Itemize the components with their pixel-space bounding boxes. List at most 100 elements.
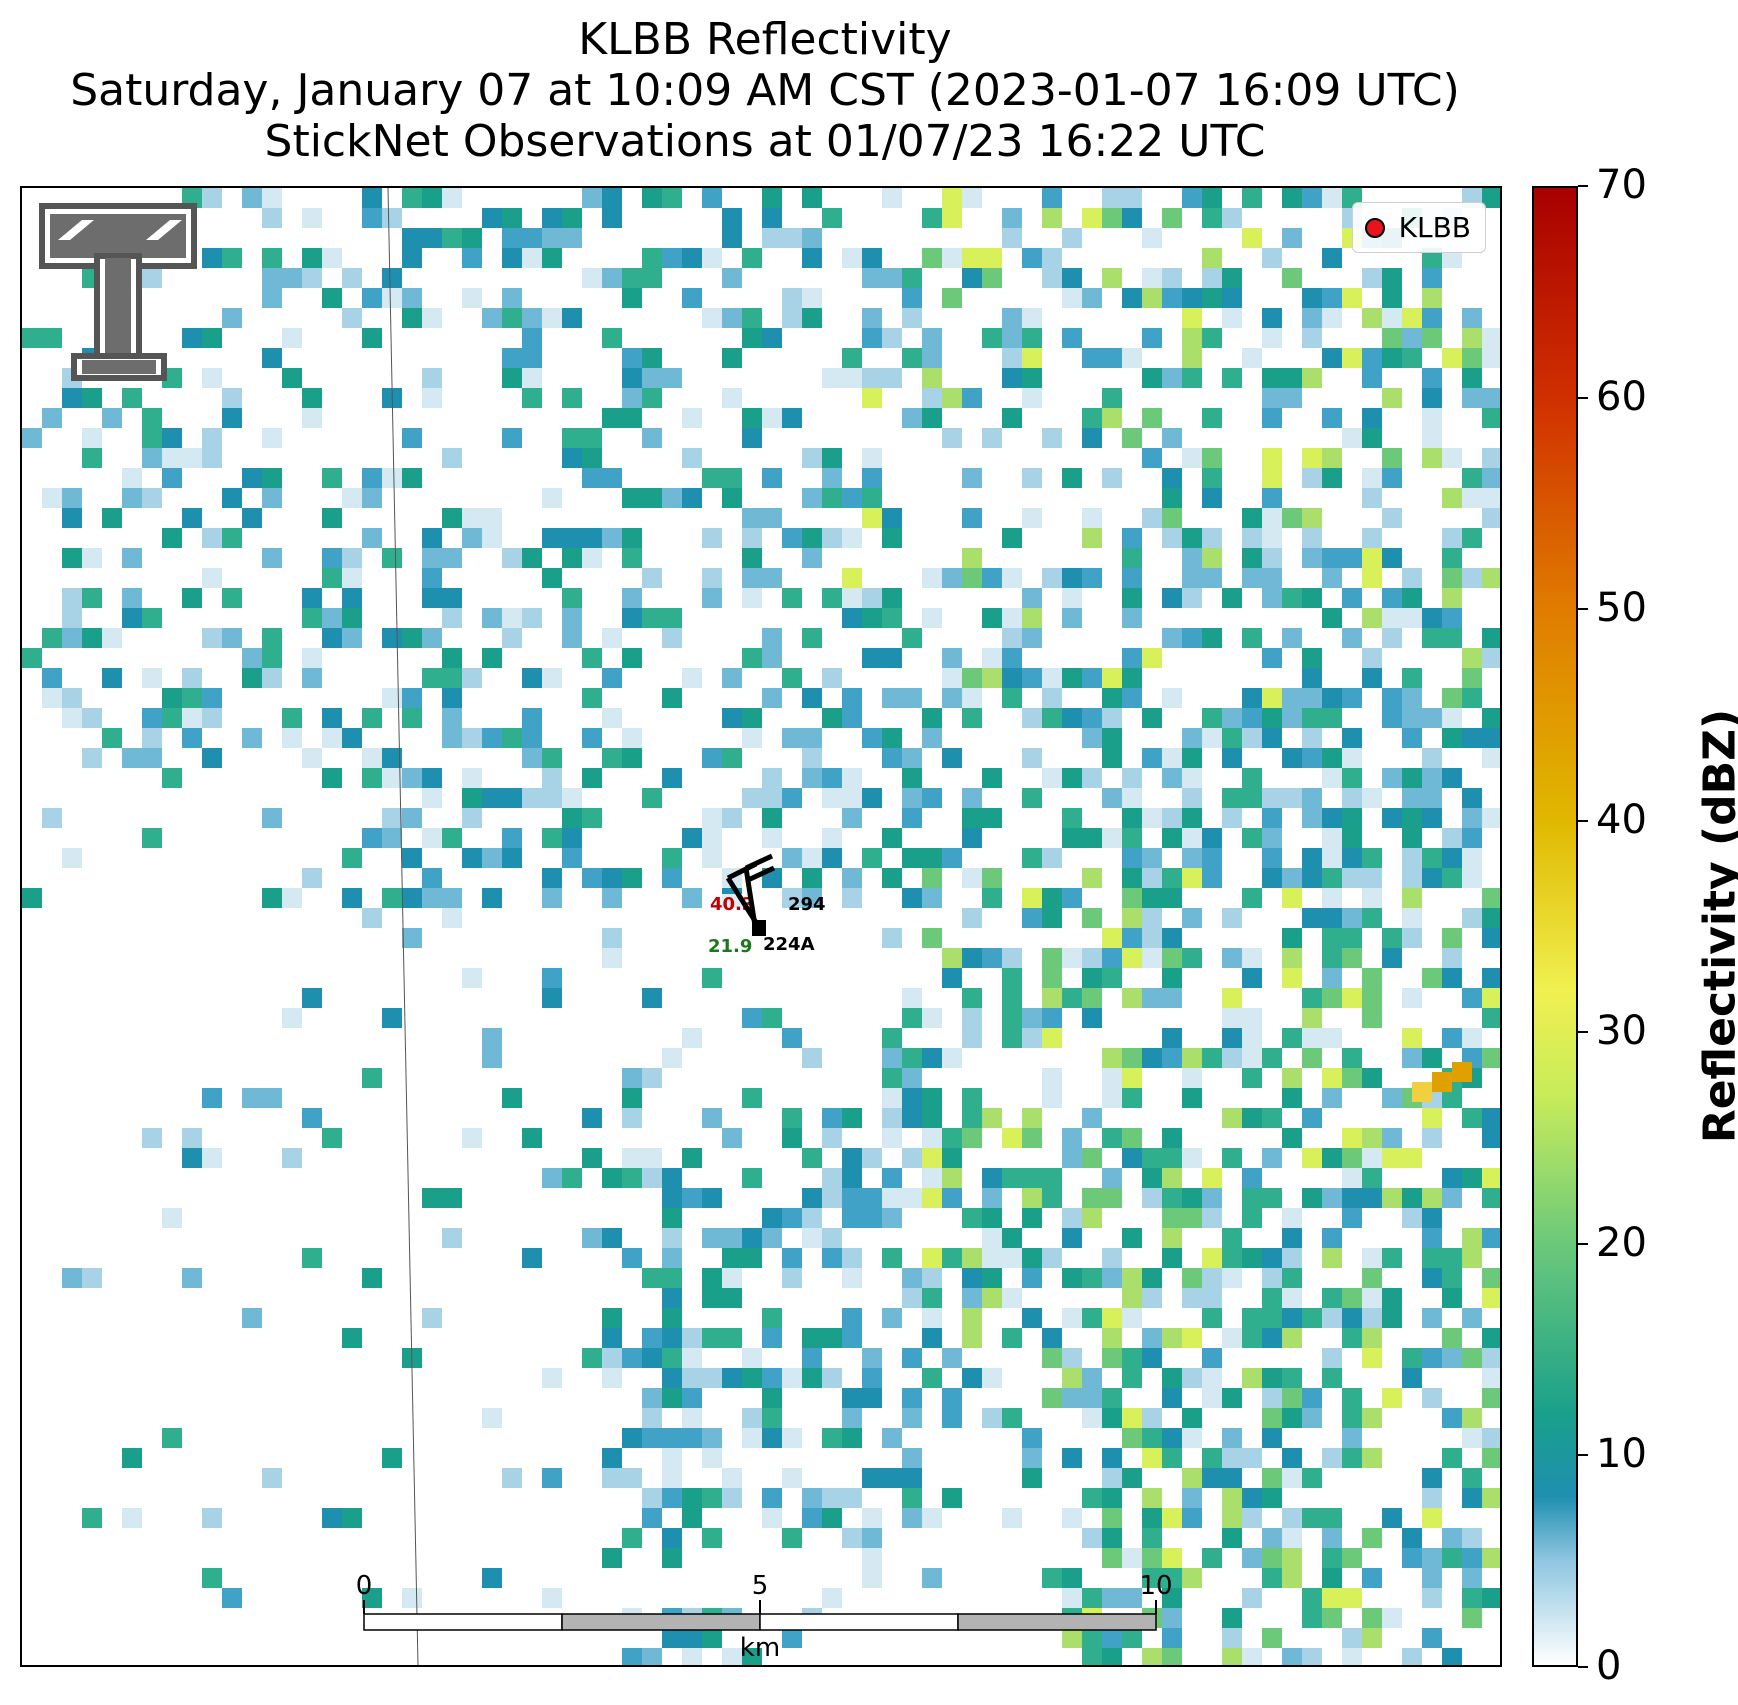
echo-cell <box>1102 1328 1122 1348</box>
radar-map-panel[interactable]: 40.3 294 21.9 224A 0 5 10 km <box>20 186 1502 1667</box>
echo-cell <box>142 708 162 728</box>
echo-cell <box>1082 1528 1102 1548</box>
echo-cell <box>1282 508 1302 528</box>
radar-map[interactable]: 40.3 294 21.9 224A 0 5 10 km <box>22 188 1500 1665</box>
echo-cell <box>802 848 822 868</box>
echo-cell <box>1162 868 1182 888</box>
echo-cell <box>542 828 562 848</box>
echo-cell <box>1162 808 1182 828</box>
echo-cell <box>1402 1048 1422 1068</box>
echo-cell <box>1322 928 1342 948</box>
echo-cell <box>302 608 322 628</box>
echo-cell <box>1402 308 1422 328</box>
echo-cell <box>822 208 842 228</box>
echo-cell <box>1222 728 1242 748</box>
echo-cell <box>1162 1548 1182 1568</box>
echo-cell <box>382 748 402 768</box>
echo-cell <box>802 688 822 708</box>
echo-cell <box>342 268 362 288</box>
echo-cell <box>922 1368 942 1388</box>
echo-cell <box>1482 968 1500 988</box>
echo-cell <box>1242 1248 1262 1268</box>
echo-cell <box>1382 308 1402 328</box>
echo-cell <box>1422 1588 1442 1608</box>
echo-cell <box>1162 748 1182 768</box>
echo-cell <box>822 668 842 688</box>
echo-cell <box>542 308 562 328</box>
echo-cell <box>1102 928 1122 948</box>
echo-cell <box>1022 368 1042 388</box>
echo-cell <box>1002 988 1022 1008</box>
echo-cell <box>662 868 682 888</box>
echo-cell <box>1222 1488 1242 1508</box>
echo-cell <box>1302 668 1322 688</box>
echo-cell <box>1082 968 1102 988</box>
echo-cell <box>882 1088 902 1108</box>
echo-cell <box>482 528 502 548</box>
echo-cell <box>1422 1128 1442 1148</box>
echo-cell <box>1202 248 1222 268</box>
echo-cell <box>662 1048 682 1068</box>
stickNet-station[interactable]: 40.3 294 21.9 224A <box>708 853 826 957</box>
echo-cell <box>782 1468 802 1488</box>
echo-cell <box>582 528 602 548</box>
echo-cell <box>1342 1448 1362 1468</box>
echo-cell <box>482 608 502 628</box>
echo-cell <box>1282 1308 1302 1328</box>
echo-cell <box>1302 1508 1322 1528</box>
echo-cell <box>222 408 242 428</box>
echo-cell <box>1422 848 1442 868</box>
echo-cell <box>742 788 762 808</box>
echo-cell <box>222 308 242 328</box>
echo-cell <box>882 188 902 208</box>
echo-cell <box>902 848 922 868</box>
echo-cell <box>122 468 142 488</box>
echo-cell <box>702 1188 722 1208</box>
echo-cell <box>862 608 882 628</box>
echo-cell <box>962 868 982 888</box>
echo-cell <box>762 648 782 668</box>
echo-cell <box>802 1188 822 1208</box>
echo-cell <box>242 1088 262 1108</box>
echo-cell <box>1182 1268 1202 1288</box>
radar-site-marker-icon <box>1364 217 1385 238</box>
echo-cell <box>1482 648 1500 668</box>
echo-cell <box>1182 1188 1202 1208</box>
echo-cell <box>902 1008 922 1028</box>
echo-cell <box>1382 768 1402 788</box>
echo-cell <box>1362 308 1382 328</box>
echo-cell <box>1082 1388 1102 1408</box>
echo-cell <box>1302 708 1322 728</box>
echo-cell <box>562 588 582 608</box>
echo-cell <box>902 1468 922 1488</box>
echo-cell <box>782 1268 802 1288</box>
echo-cell <box>1162 1168 1182 1188</box>
echo-cell <box>1162 1328 1182 1348</box>
echo-cell <box>1322 1348 1342 1368</box>
figure-title: KLBB Reflectivity Saturday, January 07 a… <box>20 14 1510 167</box>
scale-tick-10: 10 <box>1139 1571 1172 1601</box>
echo-cell <box>882 1468 902 1488</box>
echo-cell <box>262 188 282 208</box>
echo-cell <box>1102 1268 1122 1288</box>
echo-cell <box>682 1028 702 1048</box>
echo-cell <box>362 208 382 228</box>
echo-cell <box>1362 868 1382 888</box>
echo-cell <box>1442 828 1462 848</box>
echo-cell <box>1122 948 1142 968</box>
echo-cell <box>1482 728 1500 748</box>
echo-cell <box>1122 1628 1142 1648</box>
echo-cell <box>1342 928 1362 948</box>
echo-cell <box>1302 988 1322 1008</box>
echo-cell <box>782 888 802 908</box>
echo-cell <box>1282 268 1302 288</box>
echo-cell <box>762 188 782 208</box>
echo-cell <box>1082 1268 1102 1288</box>
echo-cell <box>1202 548 1222 568</box>
echo-cell <box>22 328 42 348</box>
echo-cell <box>842 868 862 888</box>
echo-cell <box>582 728 602 748</box>
echo-cell <box>1382 1128 1402 1148</box>
echo-cell <box>1222 1228 1242 1248</box>
echo-cell <box>1062 1308 1082 1328</box>
